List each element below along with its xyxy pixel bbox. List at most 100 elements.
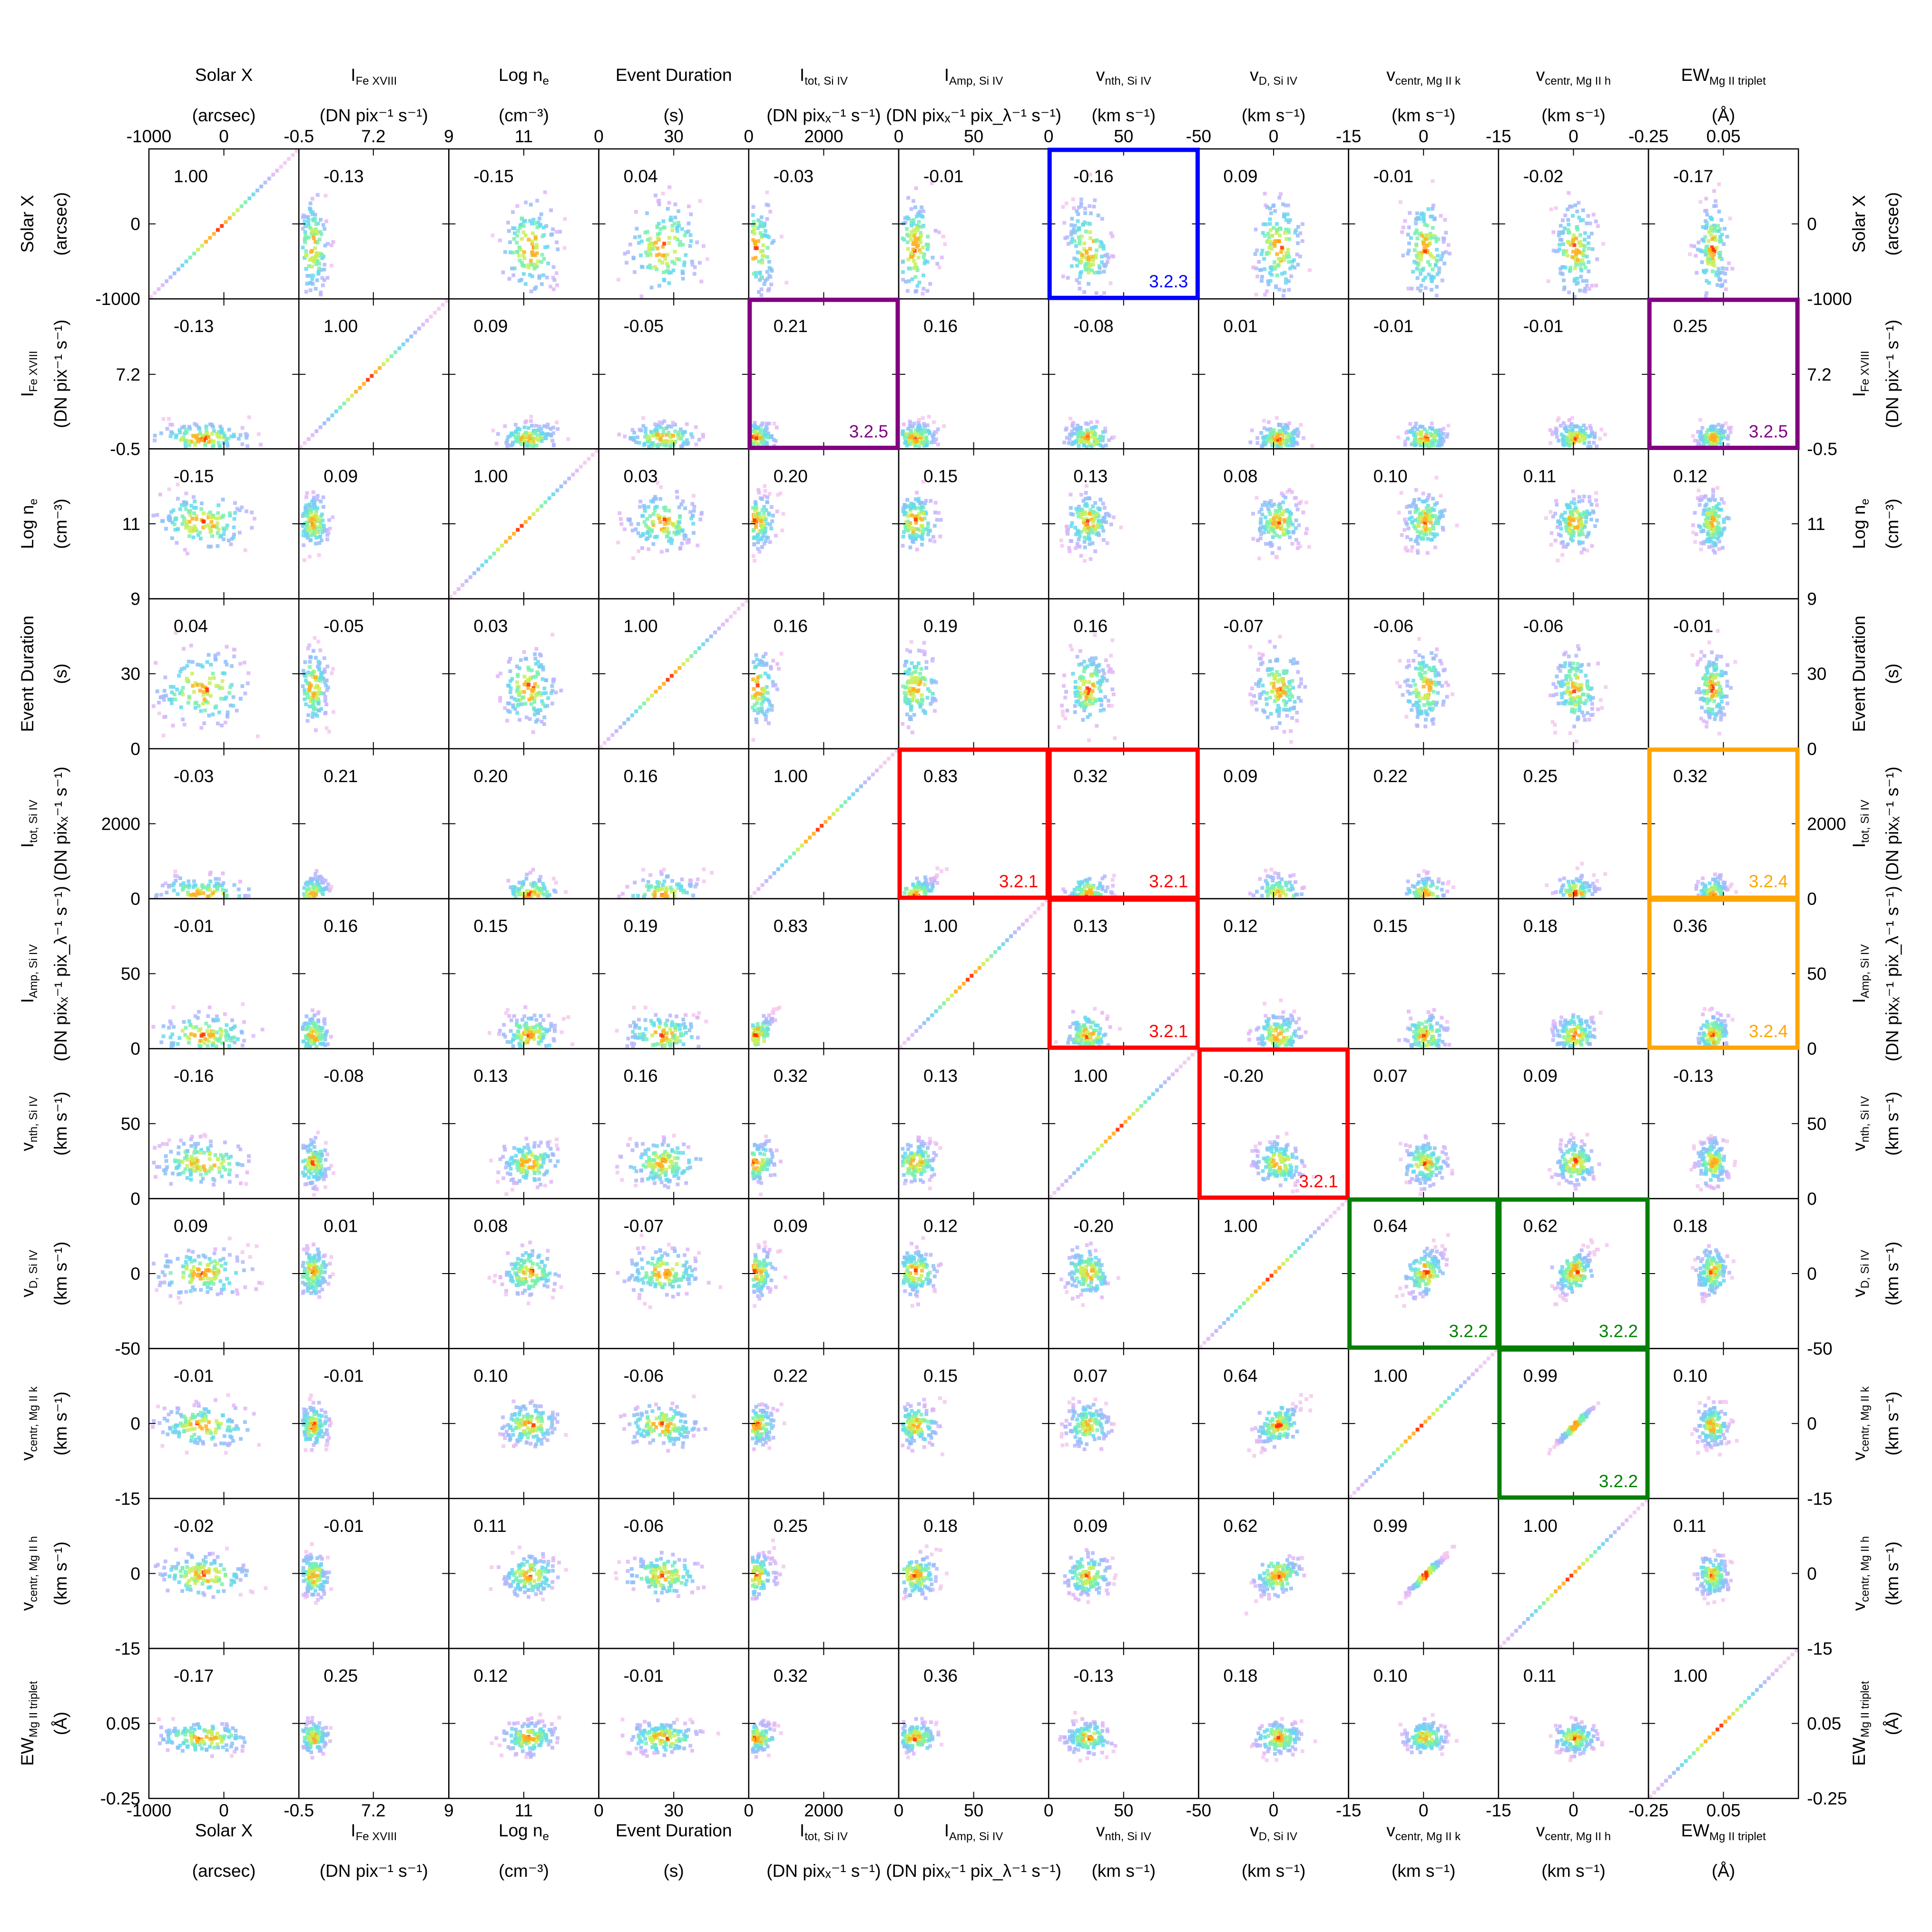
density-panel-r1-c2 bbox=[491, 414, 570, 449]
correlation-label: 0.62 bbox=[1523, 1216, 1558, 1236]
correlation-label: 0.16 bbox=[624, 1066, 658, 1086]
axis-title-vd: vD, Si IV bbox=[1250, 65, 1297, 88]
density-panel-r0-c0 bbox=[149, 149, 299, 299]
correlation-label: 1.00 bbox=[324, 316, 358, 336]
density-panel-r2-c8 bbox=[1397, 476, 1459, 555]
y-tick-label: 0 bbox=[1807, 739, 1817, 759]
correlation-label: 1.00 bbox=[1673, 1666, 1707, 1686]
density-panel-r2-c2 bbox=[449, 449, 599, 599]
correlation-label: -0.01 bbox=[324, 1366, 363, 1386]
x-tick-label: -50 bbox=[1186, 127, 1211, 146]
panel-r6-c0 bbox=[148, 1048, 300, 1199]
density-panel-r9-c8 bbox=[1397, 1545, 1456, 1605]
correlation-label: 0.15 bbox=[473, 916, 508, 936]
correlation-label: 0.13 bbox=[1073, 916, 1108, 936]
correlation-label: 1.00 bbox=[1073, 1066, 1108, 1086]
correlation-label: 0.11 bbox=[473, 1516, 506, 1536]
axis-unit-vmgh: (km s⁻¹) bbox=[1541, 106, 1606, 125]
panel-r0-c7 bbox=[1198, 148, 1349, 300]
density-panel-r8-c9 bbox=[1547, 1401, 1600, 1456]
correlation-label: -0.01 bbox=[324, 1516, 363, 1536]
axis-unit-vmgh: (km s⁻¹) bbox=[1883, 1541, 1902, 1606]
density-panel-r7-c5 bbox=[901, 1236, 943, 1308]
correlation-label: 0.22 bbox=[1373, 766, 1408, 786]
x-tick-label: 0 bbox=[744, 1801, 754, 1820]
density-panel-r5-c0 bbox=[151, 1002, 265, 1049]
y-tick-label: 2000 bbox=[101, 814, 140, 834]
y-tick-label: 2000 bbox=[1807, 814, 1846, 834]
x-tick-label: -15 bbox=[1336, 127, 1361, 146]
correlation-label: 0.04 bbox=[624, 167, 658, 186]
correlation-label: 0.16 bbox=[624, 766, 658, 786]
x-tick-label: -0.5 bbox=[284, 1801, 314, 1820]
density-panel-r2-c4 bbox=[751, 484, 785, 563]
section-label: 3.2.4 bbox=[1749, 1021, 1788, 1041]
density-panel-r6-c3 bbox=[615, 1134, 703, 1189]
axis-unit-logne: (cm⁻³) bbox=[1883, 499, 1902, 549]
panel-r10-c9 bbox=[1498, 1648, 1649, 1799]
density-panel-r1-c10 bbox=[1691, 418, 1734, 449]
correlation-label: 1.00 bbox=[174, 167, 208, 186]
correlation-label: 0.11 bbox=[1523, 466, 1556, 486]
density-panel-r1-c1 bbox=[299, 299, 449, 449]
axis-title-vnth: vnth, Si IV bbox=[1096, 1821, 1151, 1843]
density-panel-r2-c10 bbox=[1691, 486, 1731, 555]
density-panel-r8-c4 bbox=[751, 1402, 786, 1451]
density-panel-r4-c7 bbox=[1248, 867, 1306, 898]
correlation-label: 0.36 bbox=[923, 1666, 958, 1686]
density-panel-r3-c6 bbox=[1057, 633, 1117, 743]
axis-unit-ew: (Å) bbox=[1883, 1712, 1902, 1735]
density-panel-r9-c5 bbox=[902, 1544, 949, 1601]
density-panel-r5-c1 bbox=[301, 1008, 333, 1049]
x-tick-label: 2000 bbox=[804, 1801, 843, 1820]
density-panel-r7-c3 bbox=[616, 1233, 723, 1309]
x-tick-label: -15 bbox=[1486, 127, 1511, 146]
correlation-label: -0.13 bbox=[174, 316, 214, 336]
correlation-label: 0.16 bbox=[324, 916, 358, 936]
axis-unit-itot: (DN pixₓ⁻¹ s⁻¹) bbox=[766, 106, 881, 125]
axis-unit-itot: (DN pixₓ⁻¹ s⁻¹) bbox=[1883, 766, 1902, 881]
correlation-label: -0.05 bbox=[324, 617, 363, 636]
correlation-label: 1.00 bbox=[1523, 1516, 1558, 1536]
panel-r0-c9 bbox=[1498, 148, 1649, 300]
x-tick-label: 50 bbox=[1114, 127, 1133, 146]
axis-title-vmgk: vcentr, Mg II k bbox=[1386, 65, 1461, 88]
axis-unit-vmgh: (km s⁻¹) bbox=[1541, 1861, 1606, 1881]
axis-unit-logne: (cm⁻³) bbox=[499, 1861, 549, 1881]
section-label: 3.2.1 bbox=[1149, 1021, 1188, 1041]
axis-title-dur: Event Duration bbox=[1849, 616, 1869, 732]
axis-unit-vd: (km s⁻¹) bbox=[1242, 1861, 1306, 1881]
section-label: 3.2.2 bbox=[1599, 1322, 1638, 1341]
axis-title-vmgh: vcentr, Mg II h bbox=[1536, 1821, 1611, 1843]
x-tick-label: 7.2 bbox=[361, 127, 385, 146]
correlation-label: 0.12 bbox=[473, 1666, 508, 1686]
density-panel-r5-c10 bbox=[1697, 1007, 1735, 1049]
y-tick-label: 50 bbox=[1807, 1114, 1826, 1134]
y-tick-label: 9 bbox=[1807, 589, 1817, 609]
section-highlight-box bbox=[747, 297, 900, 450]
density-panel-r6-c8 bbox=[1398, 1134, 1454, 1196]
axis-unit-iamp: (DN pixₓ⁻¹ pix_λ⁻¹ s⁻¹) bbox=[886, 1861, 1061, 1881]
correlation-label: 0.16 bbox=[923, 316, 958, 336]
x-tick-label: 0 bbox=[1569, 127, 1579, 146]
correlation-label: 0.13 bbox=[473, 1066, 508, 1086]
density-panel-r2-c1 bbox=[301, 490, 335, 562]
correlation-label: 0.20 bbox=[473, 766, 508, 786]
axis-title-vd: vD, Si IV bbox=[1250, 1821, 1297, 1843]
density-panel-r4-c3 bbox=[617, 867, 714, 899]
y-tick-label: -15 bbox=[1807, 1489, 1832, 1509]
density-panel-r10-c1 bbox=[301, 1716, 333, 1760]
x-tick-label: 30 bbox=[664, 1801, 684, 1820]
y-tick-label: -15 bbox=[115, 1639, 140, 1658]
y-tick-label: -0.25 bbox=[100, 1789, 140, 1808]
axis-unit-ife: (DN pix⁻¹ s⁻¹) bbox=[320, 1861, 428, 1881]
density-panel-r5-c5 bbox=[899, 899, 1049, 1049]
density-panel-r7-c2 bbox=[487, 1240, 563, 1305]
axis-unit-iamp: (DN pixₓ⁻¹ pix_λ⁻¹ s⁻¹) bbox=[1883, 886, 1902, 1061]
axis-title-vd: vD, Si IV bbox=[18, 1250, 40, 1297]
density-panel-r6-c1 bbox=[301, 1130, 335, 1197]
panel-r0-c10 bbox=[1648, 148, 1799, 300]
correlation-label: 0.32 bbox=[1073, 766, 1108, 786]
x-tick-label: 0 bbox=[744, 127, 754, 146]
y-tick-label: 0 bbox=[130, 1039, 140, 1059]
